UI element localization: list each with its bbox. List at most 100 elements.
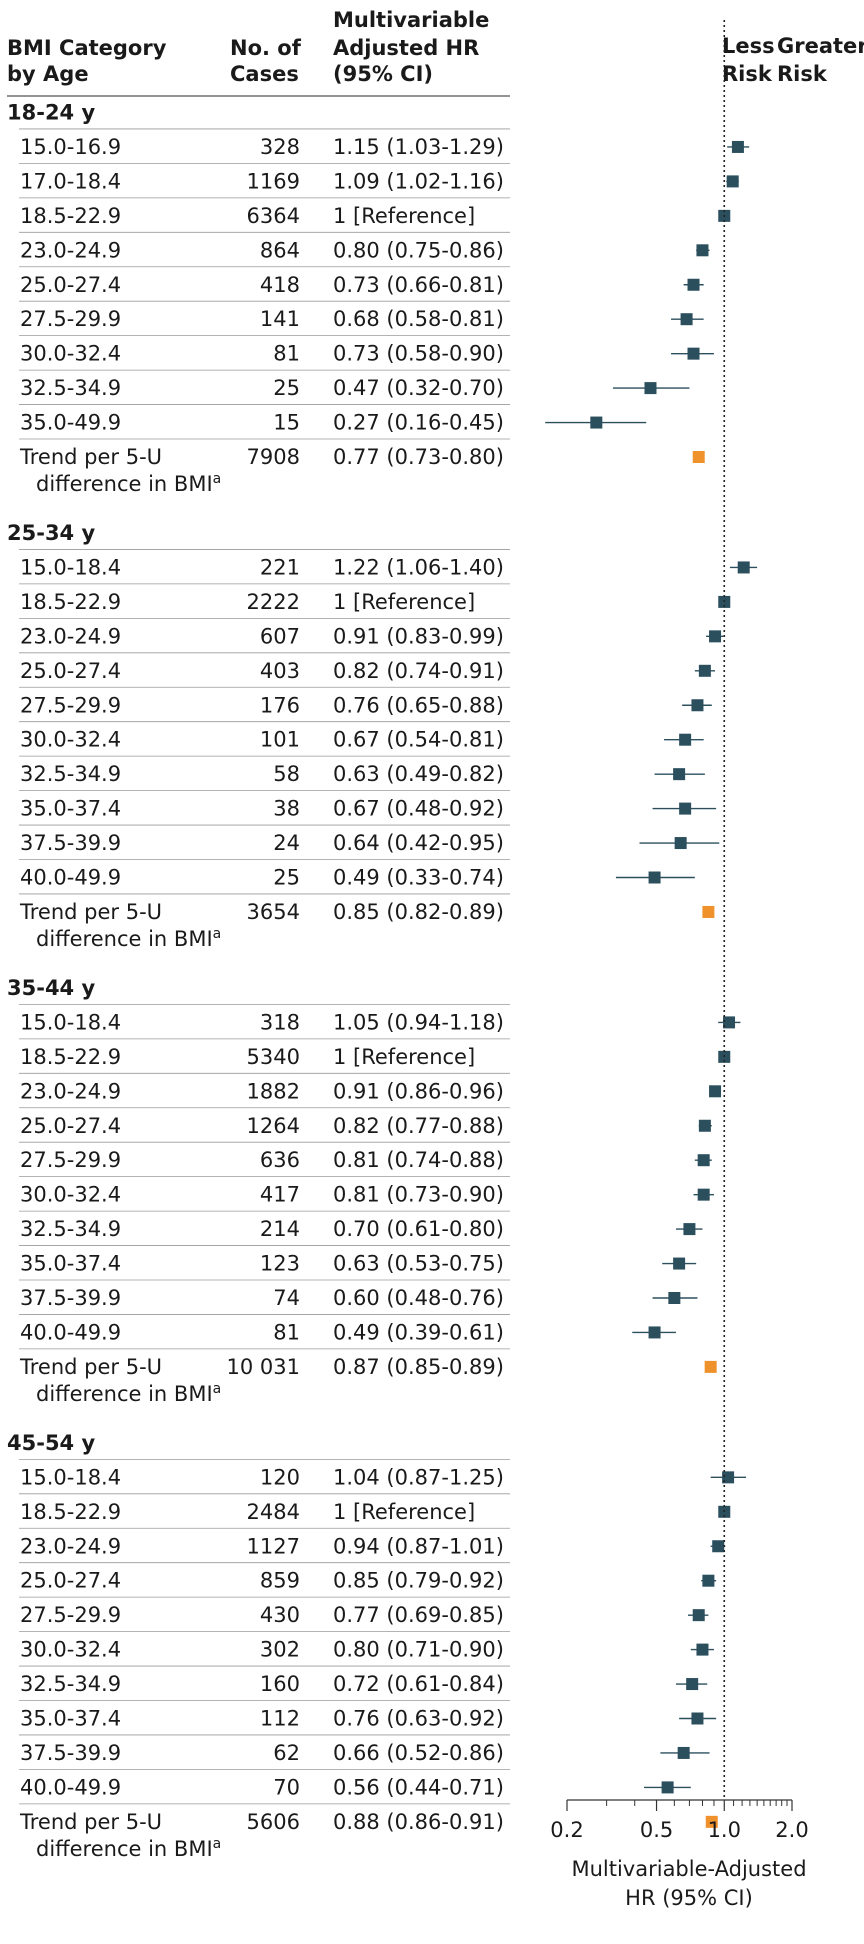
trend-cases: 3654 (247, 900, 300, 924)
row-category: 37.5-39.9 (20, 1286, 121, 1310)
row-hr: 0.94 (0.87-1.01) (333, 1534, 504, 1558)
trend-label: Trend per 5-U (19, 1810, 162, 1834)
row-hr: 0.81 (0.73-0.90) (333, 1183, 504, 1207)
row-category: 23.0-24.9 (20, 1079, 121, 1103)
row-hr: 0.82 (0.77-0.88) (333, 1114, 504, 1138)
row-cases: 1169 (247, 169, 300, 193)
trend-label: difference in BMIa (36, 1381, 221, 1406)
row-cases: 607 (260, 624, 300, 648)
greater-risk-label: Risk (777, 62, 828, 86)
row-cases: 214 (260, 1217, 300, 1241)
row-hr: 0.67 (0.54-0.81) (333, 728, 504, 752)
row-hr: 1 [Reference] (333, 204, 475, 228)
hr-marker (674, 837, 687, 850)
row-hr: 0.49 (0.33-0.74) (333, 866, 504, 890)
hr-marker (709, 630, 722, 643)
row-category: 35.0-37.4 (20, 1252, 121, 1276)
trend-label: Trend per 5-U (19, 445, 162, 469)
row-cases: 6364 (247, 204, 300, 228)
row-cases: 221 (260, 555, 300, 579)
group-label: 18-24 y (7, 101, 95, 125)
hr-marker (726, 175, 739, 188)
group-label: 45-54 y (7, 1431, 95, 1455)
row-category: 18.5-22.9 (20, 590, 121, 614)
hr-marker (687, 347, 700, 360)
hr-marker (709, 1085, 722, 1098)
row-category: 15.0-16.9 (20, 135, 121, 159)
row-category: 25.0-27.4 (20, 659, 121, 683)
trend-hr: 0.85 (0.82-0.89) (333, 900, 504, 924)
row-cases: 25 (273, 866, 300, 890)
hr-marker (698, 664, 711, 677)
row-cases: 1127 (247, 1534, 300, 1558)
row-cases: 302 (260, 1638, 300, 1662)
trend-cases: 7908 (247, 445, 300, 469)
row-cases: 1882 (247, 1079, 300, 1103)
group-label: 25-34 y (7, 521, 95, 545)
footnote-marker: a (213, 926, 222, 942)
row-cases: 141 (260, 307, 300, 331)
row-cases: 176 (260, 693, 300, 717)
row-category: 35.0-37.4 (20, 1707, 121, 1731)
row-category: 25.0-27.4 (20, 1114, 121, 1138)
x-tick-label: 0.5 (640, 1818, 673, 1842)
row-category: 32.5-34.9 (20, 1672, 121, 1696)
row-hr: 1.09 (1.02-1.16) (333, 169, 504, 193)
greater-risk-label: Greater (777, 34, 864, 58)
header-cases: Cases (230, 62, 299, 86)
row-cases: 418 (260, 273, 300, 297)
x-axis-title: Multivariable-Adjusted (571, 1857, 806, 1881)
hr-marker (691, 699, 704, 712)
row-cases: 24 (273, 831, 300, 855)
row-cases: 38 (273, 797, 300, 821)
x-tick-label: 2.0 (775, 1818, 808, 1842)
row-category: 18.5-22.9 (20, 204, 121, 228)
row-cases: 160 (260, 1672, 300, 1696)
row-hr: 0.76 (0.65-0.88) (333, 693, 504, 717)
row-category: 25.0-27.4 (20, 1569, 121, 1593)
row-cases: 417 (260, 1183, 300, 1207)
row-hr: 0.47 (0.32-0.70) (333, 376, 504, 400)
row-cases: 25 (273, 376, 300, 400)
row-category: 32.5-34.9 (20, 762, 121, 786)
header-cases: No. of (230, 36, 302, 60)
trend-label: difference in BMIa (36, 471, 221, 496)
row-category: 35.0-37.4 (20, 797, 121, 821)
row-category: 30.0-32.4 (20, 728, 121, 752)
hr-marker (697, 1188, 710, 1201)
row-hr: 0.91 (0.86-0.96) (333, 1079, 504, 1103)
hr-marker (648, 871, 661, 884)
row-category: 40.0-49.9 (20, 866, 121, 890)
row-hr: 0.60 (0.48-0.76) (333, 1286, 504, 1310)
hr-marker (696, 244, 709, 257)
row-category: 17.0-18.4 (20, 169, 121, 193)
row-hr: 1 [Reference] (333, 590, 475, 614)
row-cases: 318 (260, 1010, 300, 1034)
row-hr: 0.56 (0.44-0.71) (333, 1775, 504, 1799)
row-category: 15.0-18.4 (20, 1010, 121, 1034)
trend-hr: 0.88 (0.86-0.91) (333, 1810, 504, 1834)
row-hr: 0.67 (0.48-0.92) (333, 797, 504, 821)
hr-marker (712, 1540, 725, 1553)
row-cases: 74 (273, 1286, 300, 1310)
trend-label: Trend per 5-U (19, 1355, 162, 1379)
trend-marker (704, 1360, 717, 1373)
hr-marker (731, 140, 744, 153)
row-hr: 0.70 (0.61-0.80) (333, 1217, 504, 1241)
row-category: 37.5-39.9 (20, 831, 121, 855)
row-hr: 1.22 (1.06-1.40) (333, 555, 504, 579)
row-category: 27.5-29.9 (20, 1148, 121, 1172)
trend-marker (702, 905, 715, 918)
header-hr: Multivariable (333, 8, 489, 32)
row-cases: 864 (260, 238, 300, 262)
row-cases: 81 (273, 342, 300, 366)
row-category: 25.0-27.4 (20, 273, 121, 297)
row-category: 40.0-49.9 (20, 1775, 121, 1799)
row-hr: 0.81 (0.74-0.88) (333, 1148, 504, 1172)
row-cases: 430 (260, 1603, 300, 1627)
trend-hr: 0.87 (0.85-0.89) (333, 1355, 504, 1379)
hr-marker (686, 1678, 699, 1691)
row-hr: 0.73 (0.66-0.81) (333, 273, 504, 297)
less-risk-label: Less (722, 34, 775, 58)
row-hr: 1 [Reference] (333, 1045, 475, 1069)
